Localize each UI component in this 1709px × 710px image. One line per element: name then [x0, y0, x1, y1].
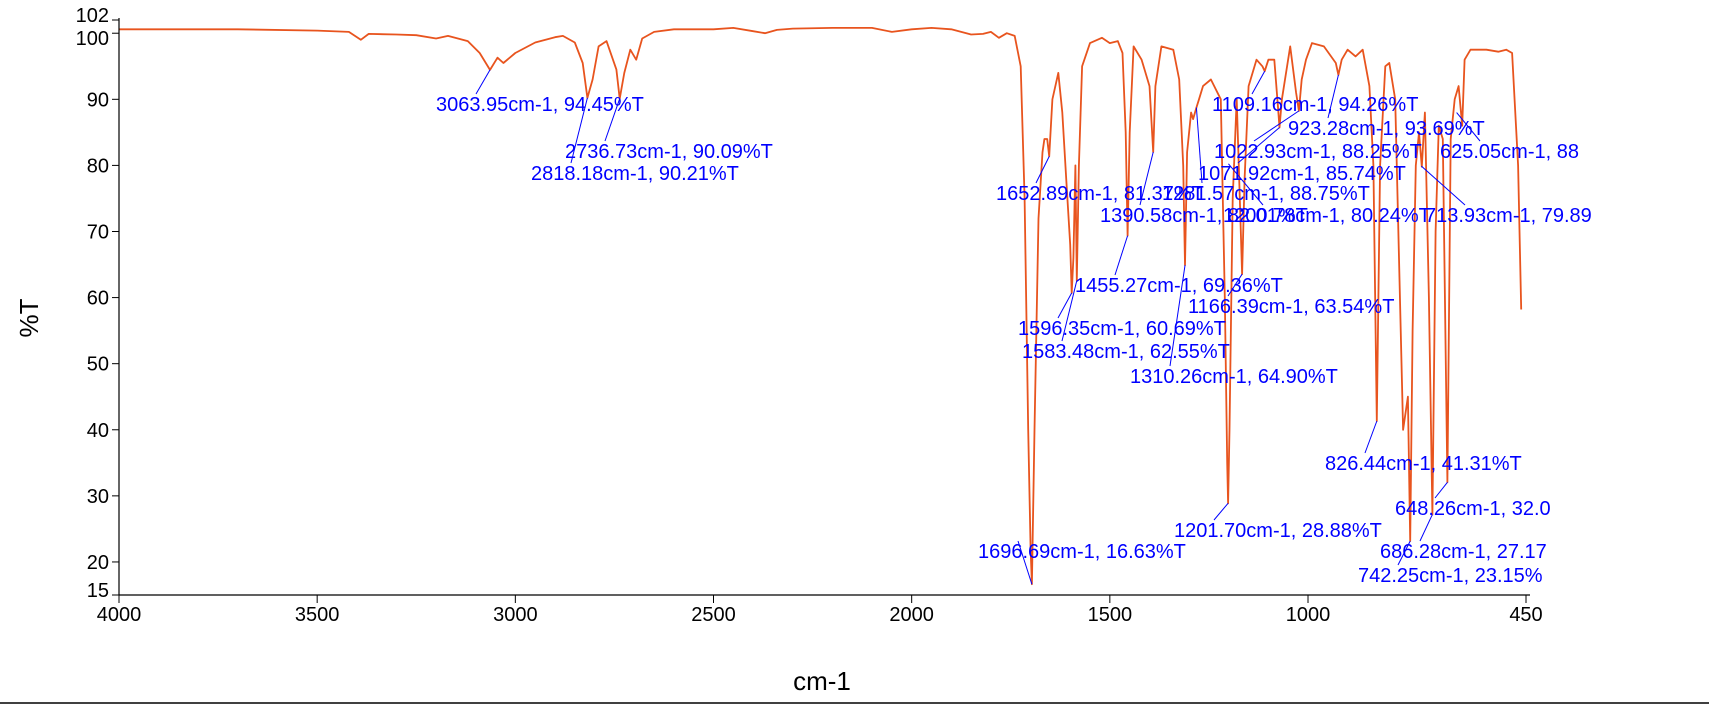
peak-label: 3063.95cm-1, 94.45%T — [436, 94, 644, 116]
peak-leader-line — [1213, 502, 1229, 521]
peak-label: 1652.89cm-1, 81.37%T — [996, 183, 1204, 205]
x-tick-label: 1500 — [1088, 604, 1133, 626]
peak-label: 923.28cm-1, 93.69%T — [1288, 118, 1485, 140]
peak-label: 625.05cm-1, 88 — [1440, 141, 1579, 163]
peak-label: 1022.93cm-1, 88.25%T — [1214, 141, 1422, 163]
peak-leader-line — [1061, 280, 1078, 342]
x-axis-title: cm-1 — [793, 666, 851, 696]
y-tick-label: 15 — [87, 580, 109, 602]
y-tick-label: 30 — [87, 486, 109, 508]
peak-leader-line — [604, 98, 621, 142]
x-tick-label: 450 — [1509, 604, 1542, 626]
y-tick-label: 40 — [87, 420, 109, 442]
peak-label: 1455.27cm-1, 69.36%T — [1075, 275, 1283, 297]
y-tick-label: 90 — [87, 89, 109, 111]
annotation-layer: 3063.95cm-1, 94.45%T 2736.73cm-1, 90.09%T… — [436, 69, 1592, 587]
peak-label: 826.44cm-1, 41.31%T — [1325, 453, 1522, 475]
y-tick-label: 60 — [87, 288, 109, 310]
peak-leader-line — [1139, 151, 1154, 206]
peak-label: 686.28cm-1, 27.17 — [1380, 541, 1547, 563]
y-tick-label: 20 — [87, 552, 109, 574]
y-tick-label: 70 — [87, 221, 109, 243]
y-tick-label: 102 — [76, 5, 109, 27]
spectrum-line — [119, 27, 1523, 586]
peak-label: 2818.18cm-1, 90.21%T — [531, 163, 739, 185]
peak-leader-line — [1434, 482, 1448, 499]
peak-leader-line — [1057, 292, 1073, 319]
peak-leader-line — [1327, 74, 1339, 119]
x-tick-label: 1000 — [1286, 604, 1331, 626]
x-tick-label: 3000 — [493, 604, 538, 626]
peak-leader-line — [1421, 165, 1466, 206]
peak-label: 1071.92cm-1, 85.74%T — [1198, 163, 1406, 185]
y-tick-label: 50 — [87, 354, 109, 376]
peak-leader-line — [1169, 265, 1186, 367]
peak-leader-line — [1195, 107, 1203, 184]
peak-label: 1281.57cm-1, 88.75%T — [1162, 183, 1370, 205]
peak-leader-line — [1364, 420, 1378, 454]
peak-leader-line — [1251, 70, 1266, 95]
peak-label: 1696.69cm-1, 16.63%T — [978, 541, 1186, 563]
peak-label: 1166.39cm-1, 63.54%T — [1188, 296, 1394, 318]
y-tick-label: 100 — [76, 28, 109, 50]
peak-leader-line — [570, 97, 588, 164]
peak-leader-line — [1419, 514, 1433, 542]
peak-label: 1596.35cm-1, 60.69%T — [1018, 318, 1226, 340]
peak-leader-line — [475, 69, 491, 95]
peak-label: 1200.78cm-1, 80.24%T — [1223, 205, 1431, 227]
peak-leader-line — [1017, 540, 1033, 585]
peak-label: 1390.58cm-1, 82.01%T — [1100, 205, 1308, 227]
peak-label: 713.93cm-1, 79.89 — [1425, 205, 1592, 227]
x-tick-label: 4000 — [97, 604, 142, 626]
peak-label: 1583.48cm-1, 62.55%T — [1022, 341, 1230, 363]
peak-label: 1310.26cm-1, 64.90%T — [1130, 366, 1338, 388]
series-layer — [119, 27, 1523, 586]
peak-label: 1201.70cm-1, 28.88%T — [1174, 520, 1382, 542]
x-tick-label: 2500 — [691, 604, 736, 626]
peak-label: 2736.73cm-1, 90.09%T — [565, 141, 773, 163]
peak-leader-line — [1397, 540, 1411, 566]
peak-label: 648.26cm-1, 32.0 — [1395, 498, 1551, 520]
x-tick-label: 3500 — [295, 604, 340, 626]
peak-leader-line — [1228, 163, 1264, 206]
peak-leader-line — [1253, 110, 1300, 142]
peak-label: 1109.16cm-1, 94.26%T — [1212, 94, 1418, 116]
y-tick-label: 80 — [87, 155, 109, 177]
x-tick-label: 2000 — [889, 604, 934, 626]
peak-leader-line — [1114, 235, 1129, 276]
peak-leader-line — [1456, 112, 1481, 142]
peak-leader-line — [1227, 273, 1243, 297]
peak-leader-line — [1035, 156, 1050, 184]
peak-leader-line — [1237, 127, 1280, 164]
y-axis-title: %T — [14, 298, 44, 337]
peak-label: 742.25cm-1, 23.15% — [1358, 565, 1543, 587]
